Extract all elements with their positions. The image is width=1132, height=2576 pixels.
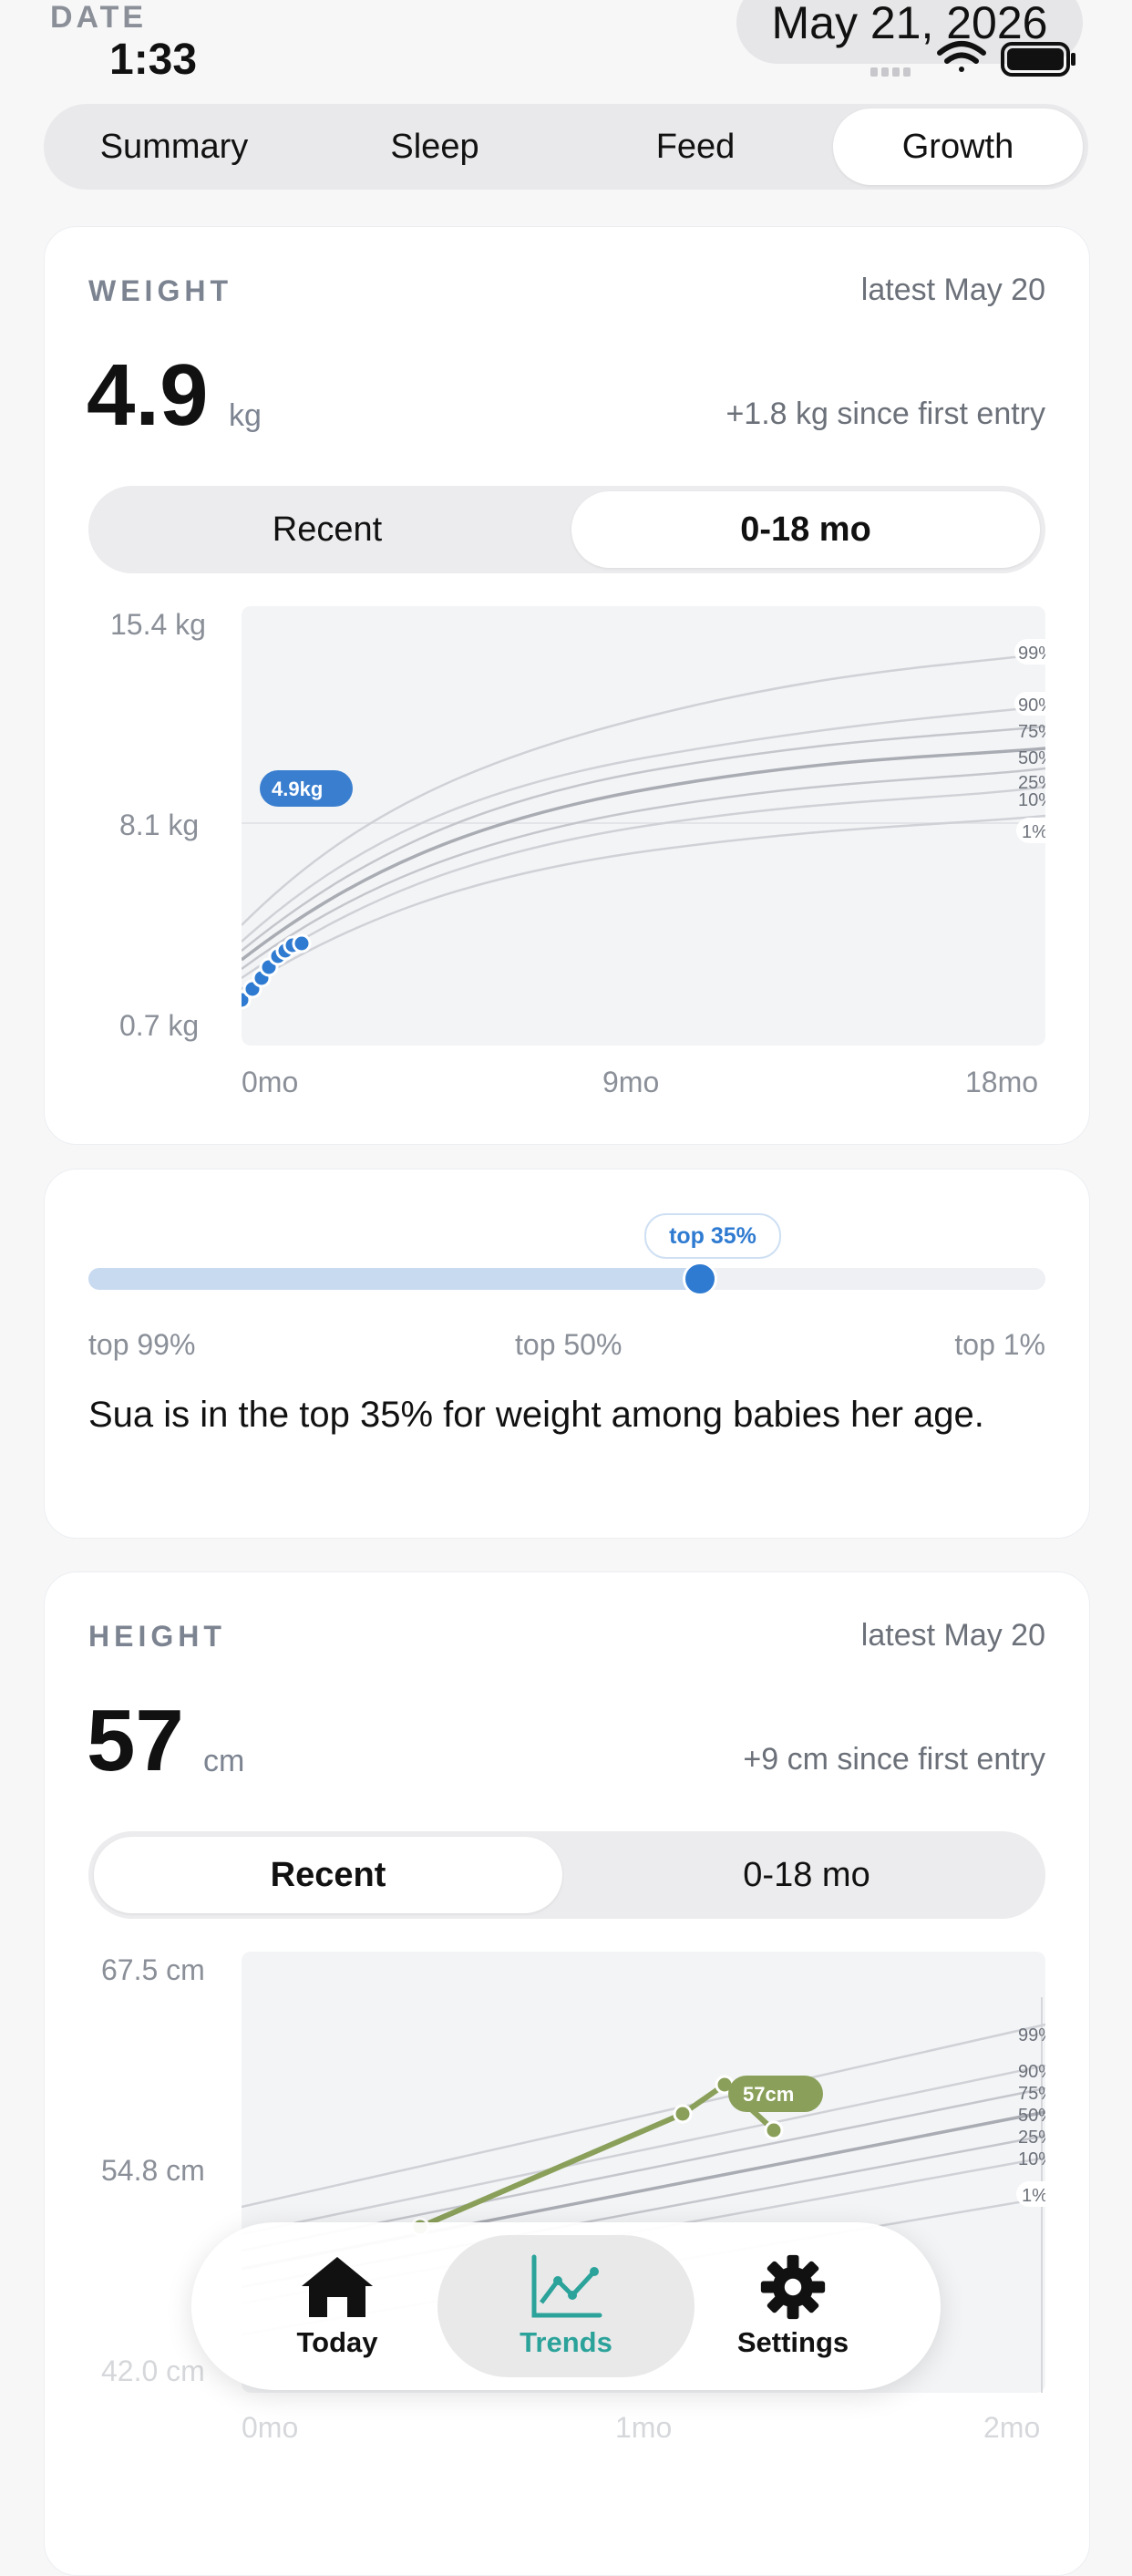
tab-feed[interactable]: Feed: [655, 127, 736, 166]
height-percentile-labels: 99% 90% 75% 50% 25% 10% 1%: [1016, 2025, 1045, 2207]
tab-settings[interactable]: Settings: [684, 2235, 902, 2377]
status-icons: [870, 41, 1075, 77]
weight-y-tick-mid: 8.1 kg: [119, 809, 200, 841]
weight-pct-10: 10%: [1018, 790, 1045, 810]
weight-percentile-labels: 99% 90% 75% 50% 25% 10% 1%: [1014, 639, 1045, 843]
height-card: HEIGHT latest May 20 57 cm +9 cm since f…: [44, 1571, 1090, 2576]
height-p99-curve: [242, 2023, 1045, 2209]
height-pct-50: 50%: [1018, 2106, 1045, 2126]
weight-chart: 99% 90% 75% 50% 25% 10% 1% 4.9kg: [242, 606, 1045, 1046]
weight-range-toggle: Recent 0-18 mo: [88, 486, 1045, 573]
weight-p10-curve: [242, 785, 1045, 980]
height-change: +9 cm since first entry: [743, 1742, 1045, 1777]
percentile-thumb[interactable]: [683, 1262, 717, 1296]
height-x-tick-start: 0mo: [242, 2411, 299, 2444]
height-x-tick-end: 2mo: [983, 2411, 1041, 2444]
height-value: 57: [87, 1692, 184, 1789]
weight-pct-99: 99%: [1018, 644, 1045, 664]
tab-growth[interactable]: Growth: [833, 108, 1083, 185]
height-y-tick-top: 67.5 cm: [101, 1953, 205, 1986]
height-x-tick-mid: 1mo: [615, 2411, 673, 2444]
signal-icon: [870, 67, 911, 77]
wifi-icon: [937, 41, 986, 72]
height-pct-25: 25%: [1018, 2128, 1045, 2148]
chart-icon: [531, 2254, 602, 2318]
date-pill[interactable]: May 21, 2026: [736, 0, 1083, 64]
height-unit: cm: [203, 1744, 245, 1778]
height-pct-1: 1%: [1022, 2186, 1045, 2206]
gear-icon: [760, 2254, 826, 2320]
weight-section-label: WEIGHT: [88, 274, 232, 307]
battery-icon: [1001, 42, 1075, 77]
top-segmented-control: Summary Sleep Feed Growth: [44, 104, 1088, 190]
height-pct-75: 75%: [1018, 2084, 1045, 2104]
weight-pct-75: 75%: [1018, 722, 1045, 742]
bottom-tab-bar: Today Trends Settings: [191, 2222, 941, 2390]
percentile-fill: [88, 1268, 711, 1290]
weight-p90-curve: [242, 705, 1045, 943]
home-icon: [302, 2257, 373, 2317]
percentile-scale-mid: top 50%: [515, 1328, 623, 1361]
weight-card: WEIGHT latest May 20 4.9 kg +1.8 kg sinc…: [44, 226, 1090, 1145]
weight-latest: latest May 20: [860, 273, 1045, 307]
height-y-tick-bottom: 42.0 cm: [101, 2354, 205, 2387]
weight-p50-curve: [242, 747, 1045, 962]
weight-x-tick-mid: 9mo: [602, 1066, 660, 1098]
height-y-tick-mid: 54.8 cm: [101, 2154, 205, 2187]
weight-range-0-18[interactable]: 0-18 mo: [571, 491, 1040, 568]
percentile-description: Sua is in the top 35% for weight among b…: [88, 1395, 984, 1435]
height-range-0-18[interactable]: 0-18 mo: [743, 1855, 870, 1894]
height-p90-curve: [242, 2064, 1045, 2236]
tab-sleep[interactable]: Sleep: [390, 127, 479, 166]
percentile-scale-low: top 99%: [88, 1328, 196, 1361]
weight-change: +1.8 kg since first entry: [726, 397, 1045, 431]
weight-p75-curve: [242, 725, 1045, 952]
svg-text:57cm: 57cm: [743, 2083, 794, 2106]
status-date-label: DATE: [50, 0, 148, 35]
height-range-recent[interactable]: Recent: [94, 1837, 562, 1913]
weight-marker-label: 4.9kg: [260, 770, 353, 807]
weight-pct-25: 25%: [1018, 773, 1045, 793]
percentile-track: [88, 1262, 1045, 1296]
tab-today[interactable]: Today: [228, 2235, 447, 2377]
weight-pct-90: 90%: [1018, 696, 1045, 716]
weight-pct-1: 1%: [1022, 822, 1045, 842]
height-section-label: HEIGHT: [88, 1620, 226, 1653]
percentile-badge: top 35%: [644, 1213, 781, 1259]
date-text: May 21, 2026: [771, 0, 1048, 48]
tab-summary[interactable]: Summary: [99, 127, 249, 166]
percentile-scale-high: top 1%: [954, 1328, 1045, 1361]
height-pct-90: 90%: [1018, 2062, 1045, 2082]
weight-value: 4.9: [87, 346, 209, 444]
weight-unit: kg: [229, 398, 262, 433]
weight-pct-50: 50%: [1018, 748, 1045, 768]
weight-percentile-curves: [242, 652, 1045, 991]
weight-p1-curve: [242, 814, 1045, 991]
percentile-card: top 35% top 99% top 50% top 1% Sua is in…: [44, 1169, 1090, 1539]
weight-data-points: [242, 933, 312, 1010]
height-pct-99: 99%: [1018, 2025, 1045, 2045]
status-time: 1:33: [109, 36, 198, 84]
weight-p99-curve: [242, 652, 1045, 926]
weight-x-tick-start: 0mo: [242, 1066, 299, 1098]
height-marker-label: 57cm: [728, 2076, 823, 2112]
height-latest: latest May 20: [860, 1618, 1045, 1653]
weight-range-recent[interactable]: Recent: [272, 510, 383, 549]
weight-y-tick-bottom: 0.7 kg: [119, 1009, 200, 1042]
height-pct-10: 10%: [1018, 2149, 1045, 2169]
tab-trends[interactable]: Trends: [437, 2235, 695, 2377]
svg-text:4.9kg: 4.9kg: [272, 778, 323, 800]
weight-x-tick-end: 18mo: [965, 1066, 1039, 1098]
weight-p25-curve: [242, 767, 1045, 971]
weight-y-tick-top: 15.4 kg: [110, 608, 206, 641]
height-range-toggle: Recent 0-18 mo: [88, 1831, 1045, 1919]
